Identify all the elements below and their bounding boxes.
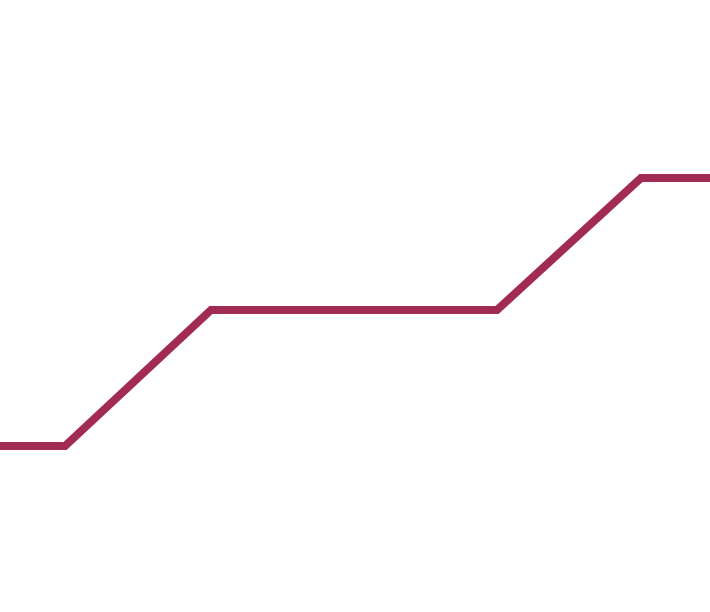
stepped-line <box>0 174 710 450</box>
